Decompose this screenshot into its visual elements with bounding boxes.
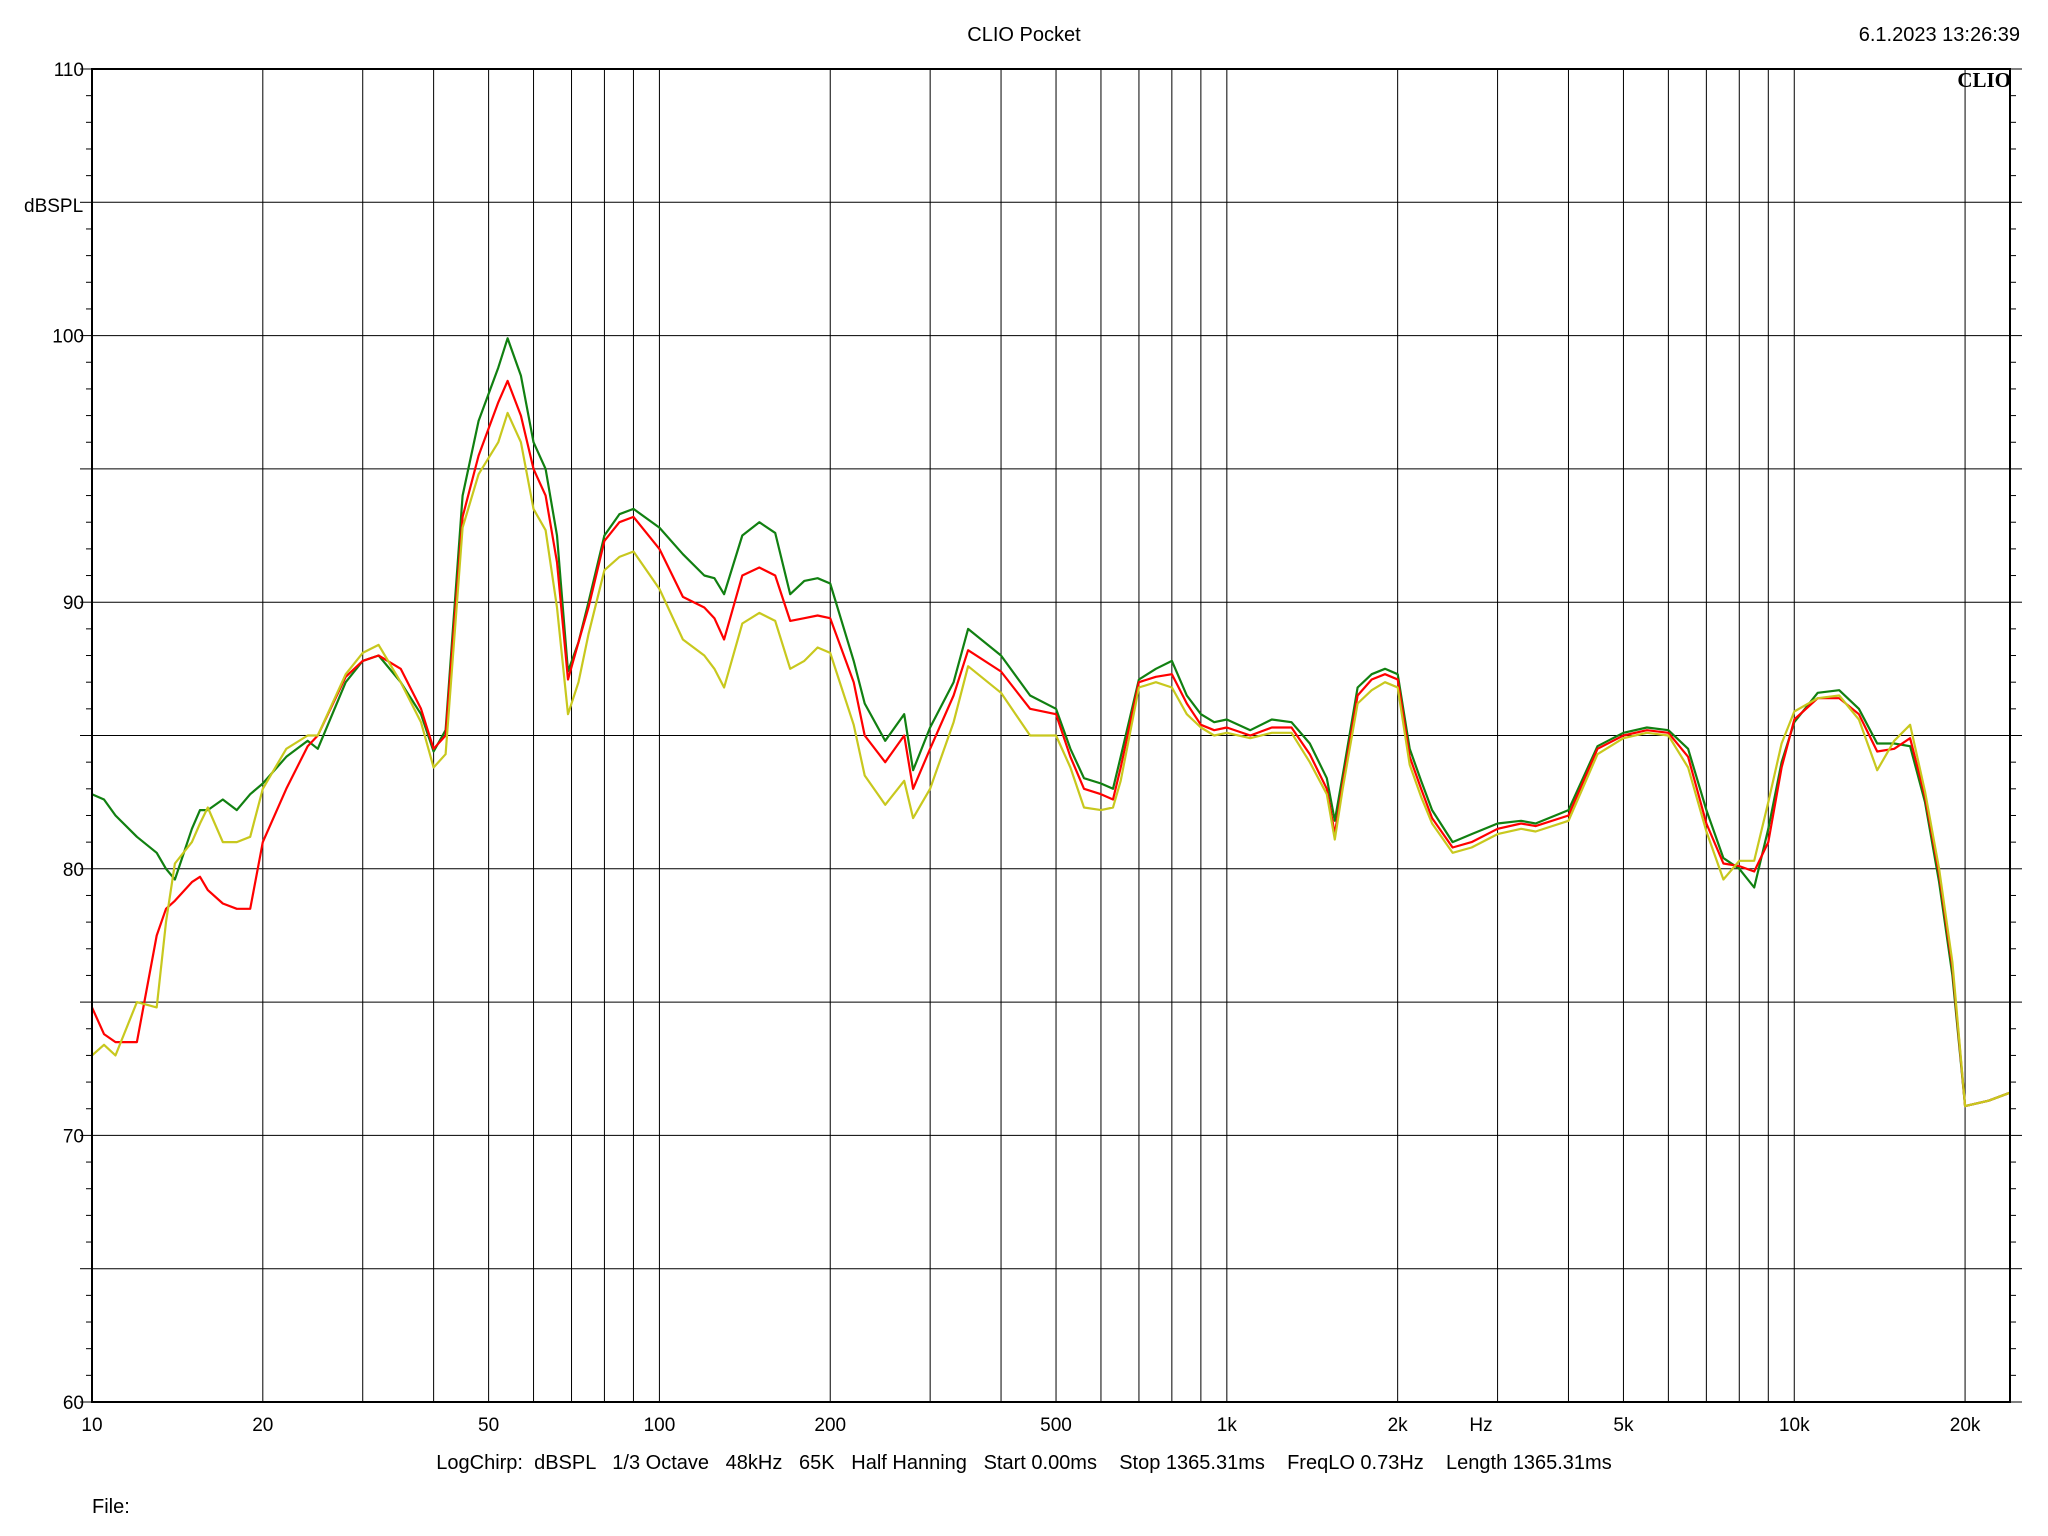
y-axis-label: dBSPL (24, 196, 83, 217)
series-3-line (91, 411, 2011, 1108)
x-tick-label: 500 (1040, 1415, 1072, 1436)
x-axis-unit-label: Hz (1469, 1415, 1492, 1436)
clio-logo: CLIO (1957, 68, 2011, 92)
plot-frame (91, 68, 2011, 1403)
x-tick-label: 200 (814, 1415, 846, 1436)
x-tick-labels: 10 20 50 100 200 500 1k 2k 5k 10k 20k Hz (81, 1415, 1980, 1436)
x-tick-label: 100 (644, 1415, 676, 1436)
chart-grid (80, 68, 2022, 1403)
y-tick-label: 60 (63, 1393, 84, 1414)
y-tick-label: 70 (63, 1126, 84, 1147)
y-tick-label: 80 (63, 860, 84, 881)
y-tick-label: 100 (52, 327, 84, 348)
x-tick-label: 10 (81, 1415, 102, 1436)
series-1-line (91, 337, 2011, 1108)
series-2-line (90, 379, 2011, 1108)
x-tick-label: 1k (1217, 1415, 1238, 1436)
x-tick-label: 50 (478, 1415, 499, 1436)
chart-curves (90, 337, 2011, 1108)
x-tick-label: 20k (1950, 1415, 1981, 1436)
x-tick-label: 5k (1613, 1415, 1634, 1436)
app-title: CLIO Pocket (967, 24, 1081, 46)
x-tick-label: 2k (1388, 1415, 1409, 1436)
y-tick-label: 90 (63, 593, 84, 614)
y-tick-labels: 60 70 80 90 100 110 (52, 60, 84, 1414)
x-tick-label: 10k (1779, 1415, 1810, 1436)
file-label: File: (92, 1496, 130, 1518)
x-tick-label: 20 (252, 1415, 273, 1436)
timestamp: 6.1.2023 13:26:39 (1858, 24, 2020, 46)
y-tick-label: 110 (54, 60, 84, 81)
measurement-parameters: LogChirp: dBSPL 1/3 Octave 48kHz 65K Hal… (436, 1452, 1612, 1474)
